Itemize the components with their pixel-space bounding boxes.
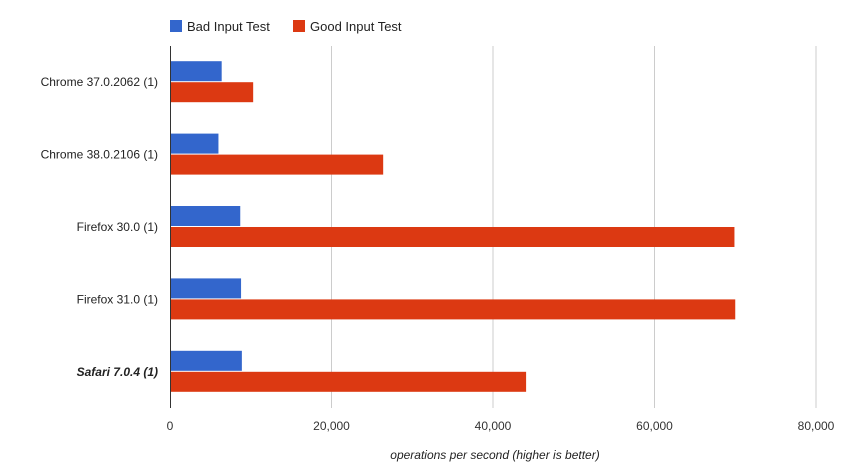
bar-0-2	[170, 206, 241, 226]
category-label-2: Firefox 30.0 (1)	[77, 220, 158, 234]
category-label-3: Firefox 31.0 (1)	[77, 292, 158, 306]
legend-swatch-0	[170, 20, 182, 32]
legend-label-0: Bad Input Test	[187, 19, 270, 34]
bars	[170, 46, 736, 408]
category-label-0: Chrome 37.0.2062 (1)	[41, 75, 158, 89]
bar-1-2	[170, 227, 735, 247]
bar-0-3	[170, 278, 242, 299]
legend-swatch-1	[293, 20, 305, 32]
x-tick-label-3: 60,000	[636, 419, 673, 433]
category-label-4: Safari 7.0.4 (1)	[77, 365, 158, 379]
x-tick-label-4: 80,000	[798, 419, 835, 433]
bar-1-1	[170, 154, 384, 175]
x-tick-label-2: 40,000	[475, 419, 512, 433]
bar-1-3	[170, 299, 736, 320]
x-tick-label-0: 0	[167, 419, 174, 433]
x-tick-labels: 0 20,000 40,000 60,000 80,000	[167, 419, 835, 433]
bar-0-4	[170, 350, 242, 371]
x-tick-label-1: 20,000	[313, 419, 350, 433]
bar-1-0	[170, 82, 254, 103]
category-labels: Chrome 37.0.2062 (1) Chrome 38.0.2106 (1)…	[41, 75, 158, 379]
x-axis-title: operations per second (higher is better)	[390, 448, 599, 462]
bar-0-1	[170, 133, 219, 154]
legend: Bad Input Test Good Input Test	[170, 19, 402, 34]
legend-label-1: Good Input Test	[310, 19, 402, 34]
category-label-1: Chrome 38.0.2106 (1)	[41, 148, 158, 162]
bar-1-4	[170, 371, 527, 392]
bar-0-0	[170, 61, 222, 82]
